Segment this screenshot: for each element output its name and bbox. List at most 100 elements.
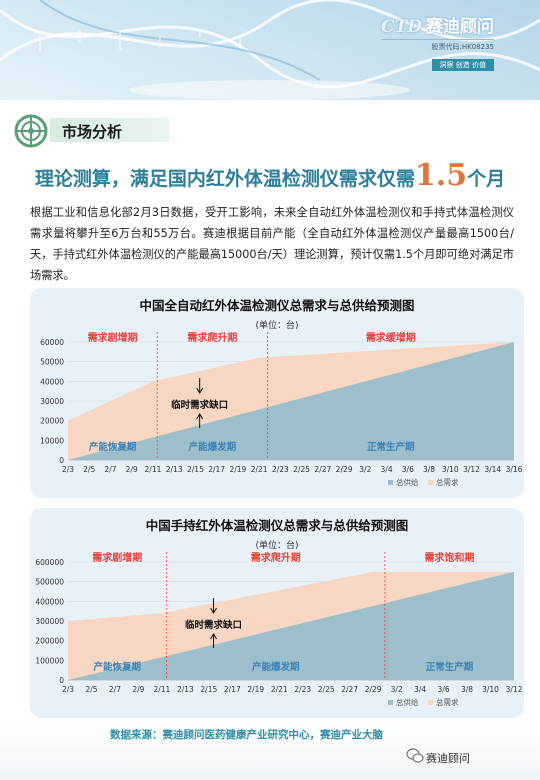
footer — [0, 724, 540, 780]
headline: 理论测算，满足国内红外体温检测仪需求仅需1.5个月 — [0, 158, 540, 193]
x-tick-label: 2/13 — [177, 685, 194, 694]
section-title: 市场分析 — [62, 123, 123, 141]
wechat-icon — [406, 748, 424, 763]
section-tab: 市场分析 — [50, 118, 170, 142]
x-tick-label: 2/23 — [294, 685, 311, 694]
x-tick-label: 2/7 — [109, 685, 121, 694]
x-tick-label: 2/21 — [251, 465, 268, 474]
y-tick-label: 300000 — [35, 617, 64, 626]
x-tick-label: 2/17 — [224, 685, 241, 694]
y-tick-label: 50000 — [40, 358, 64, 367]
x-tick-label: 3/2 — [391, 685, 403, 694]
y-tick-label: 40000 — [40, 377, 64, 386]
slogan: 洞察 创造 价值 — [431, 59, 494, 71]
supply-phase-label: 正常生产期 — [367, 441, 415, 453]
demand-phase-label: 需求饱和期 — [424, 551, 474, 564]
gap-arrow-up-head — [210, 633, 217, 640]
legend-demand-label: 总需求 — [436, 477, 459, 487]
x-tick-label: 3/14 — [484, 465, 501, 474]
x-tick-label: 2/3 — [62, 685, 74, 694]
x-tick-label: 2/3 — [62, 465, 74, 474]
y-tick-label: 100000 — [35, 656, 64, 665]
x-tick-label: 2/25 — [318, 685, 335, 694]
x-tick-label: 2/27 — [341, 685, 358, 694]
x-tick-label: 3/12 — [463, 465, 480, 474]
demand-phase-label: 需求剧增期 — [92, 551, 142, 564]
supply-phase-label: 产能恢复期 — [89, 441, 137, 453]
legend-demand-swatch — [428, 480, 433, 485]
x-tick-label: 3/6 — [438, 685, 450, 694]
y-tick-label: 0 — [59, 456, 64, 465]
target-icon — [14, 114, 48, 148]
x-tick-label: 3/16 — [506, 465, 523, 474]
chart-card-handheld: 中国手持红外体温检测仪总需求与总供给预测图 (单位：台) 0 100000 200000… — [30, 508, 524, 718]
chart-card-auto: 中国全自动红外体温检测仪总需求与总供给预测图 (单位：台) 0 10000 20000 3… — [30, 288, 524, 498]
x-tick-label: 2/27 — [314, 465, 331, 474]
x-tick-label: 2/11 — [145, 465, 162, 474]
x-tick-label: 2/13 — [166, 465, 183, 474]
supply-phase-label: 正常生产期 — [426, 661, 474, 673]
x-tick-label: 2/15 — [200, 685, 217, 694]
brand-en: CTD — [381, 17, 422, 37]
x-tick-label: 2/23 — [272, 465, 289, 474]
dna-illustration — [0, 0, 540, 100]
x-tick-label: 3/12 — [506, 685, 523, 694]
wechat-account: 赛迪顾问 — [426, 752, 470, 765]
chart-auto-thermometer: 中国全自动红外体温检测仪总需求与总供给预测图 (单位：台) 0 10000 20000 3… — [40, 298, 523, 487]
y-tick-label: 500000 — [35, 578, 64, 587]
x-tick-label: 2/29 — [336, 465, 353, 474]
gap-label: 临时需求缺口 — [171, 399, 228, 411]
x-tick-label: 2/29 — [365, 685, 382, 694]
chart-title: 中国手持红外体温检测仪总需求与总供给预测图 — [146, 518, 409, 533]
chart-unit: (单位：台) — [255, 539, 298, 551]
x-tick-label: 3/8 — [423, 465, 435, 474]
brand-cn: 赛迪顾问 — [426, 17, 494, 37]
x-tick-label: 2/11 — [153, 685, 170, 694]
chart-handheld-thermometer: 中国手持红外体温检测仪总需求与总供给预测图 (单位：台) 0 100000 200000… — [35, 518, 523, 707]
x-tick-label: 3/6 — [402, 465, 414, 474]
brand-logo: CTD 赛迪顾问 股票代码:HK08235 洞察 创造 价值 — [381, 12, 494, 71]
section-header: 市场分析 — [14, 114, 194, 148]
y-tick-label: 0 — [59, 676, 64, 685]
y-tick-label: 400000 — [35, 597, 64, 606]
gap-arrow-down-head — [196, 387, 204, 394]
headline-suffix: 个月 — [467, 168, 506, 190]
legend-supply-label: 总供给 — [396, 477, 419, 487]
data-source: 数据来源：赛迪顾问医药健康产业研究中心，赛迪产业大脑 — [110, 729, 383, 741]
x-tick-label: 3/4 — [414, 685, 426, 694]
chart-title: 中国全自动红外体温检测仪总需求与总供给预测图 — [139, 298, 414, 313]
x-tick-label: 3/4 — [381, 465, 393, 474]
x-tick-label: 3/8 — [461, 685, 473, 694]
headline-number: 1.5 — [414, 158, 468, 193]
y-tick-label: 10000 — [40, 436, 64, 445]
x-tick-label: 2/7 — [104, 465, 116, 474]
x-tick-label: 2/9 — [126, 465, 138, 474]
x-tick-label: 2/19 — [229, 465, 246, 474]
demand-phase-label: 需求爬升期 — [251, 551, 301, 564]
headline-prefix: 理论测算，满足国内红外体温检测仪需求仅需 — [34, 168, 415, 190]
legend-supply-swatch — [388, 480, 393, 485]
intro-paragraph: 根据工业和信息化部2月3日数据，受开工影响，未来全自动红外体温检测仪和手持式体温… — [30, 206, 514, 282]
supply-phase-label: 产能恢复期 — [94, 661, 142, 673]
x-tick-label: 3/10 — [482, 685, 499, 694]
x-tick-label: 2/5 — [83, 465, 95, 474]
x-tick-label: 2/25 — [293, 465, 310, 474]
x-tick-label: 3/10 — [442, 465, 459, 474]
y-tick-label: 200000 — [35, 637, 64, 646]
demand-phase-label: 需求剧增期 — [88, 331, 138, 344]
x-tick-label: 2/21 — [271, 685, 288, 694]
demand-phase-label: 需求爬升期 — [187, 331, 237, 344]
stock-code: 股票代码:HK08235 — [381, 39, 494, 52]
gap-arrow-up-head — [196, 413, 204, 420]
x-tick-label: 2/9 — [132, 685, 144, 694]
x-tick-label: 2/5 — [85, 685, 97, 694]
x-tick-label: 2/15 — [187, 465, 204, 474]
demand-phase-label: 需求缓增期 — [366, 331, 416, 344]
chart-unit: (单位：台) — [255, 319, 298, 331]
legend-supply-swatch — [388, 700, 393, 705]
legend-demand-label: 总需求 — [436, 697, 459, 707]
series-supply-area — [68, 342, 514, 460]
header-banner: CTD 赛迪顾问 股票代码:HK08235 洞察 创造 价值 — [0, 0, 540, 100]
y-tick-label: 60000 — [40, 338, 64, 347]
y-tick-label: 600000 — [35, 558, 64, 567]
